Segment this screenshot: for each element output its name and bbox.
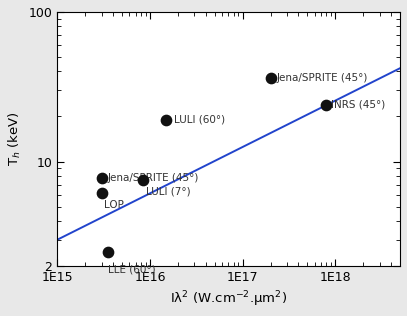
Text: LULI (7°): LULI (7°) [146, 186, 190, 197]
Text: INRS (45°): INRS (45°) [331, 100, 385, 110]
Point [98, 190, 105, 195]
Y-axis label: T$_h$ (keV): T$_h$ (keV) [7, 112, 23, 166]
Point [163, 117, 170, 122]
X-axis label: Iλ$^2$ (W.cm$^{-2}$.μm$^2$): Iλ$^2$ (W.cm$^{-2}$.μm$^2$) [170, 289, 287, 309]
Point [267, 76, 274, 81]
Point [323, 102, 330, 107]
Text: LULI (60°): LULI (60°) [174, 115, 225, 125]
Text: Jena/SPRITE (45°): Jena/SPRITE (45°) [108, 173, 199, 183]
Point [140, 178, 147, 183]
Text: LOP: LOP [104, 200, 124, 210]
Point [98, 175, 105, 180]
Point [105, 249, 111, 254]
Text: LLE (60°): LLE (60°) [108, 264, 155, 274]
Text: Jena/SPRITE (45°): Jena/SPRITE (45°) [276, 73, 368, 83]
